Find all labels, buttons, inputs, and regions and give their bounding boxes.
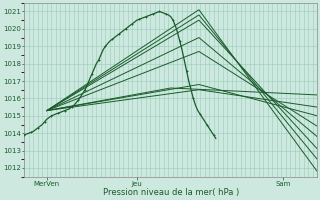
X-axis label: Pression niveau de la mer( hPa ): Pression niveau de la mer( hPa ) <box>103 188 239 197</box>
